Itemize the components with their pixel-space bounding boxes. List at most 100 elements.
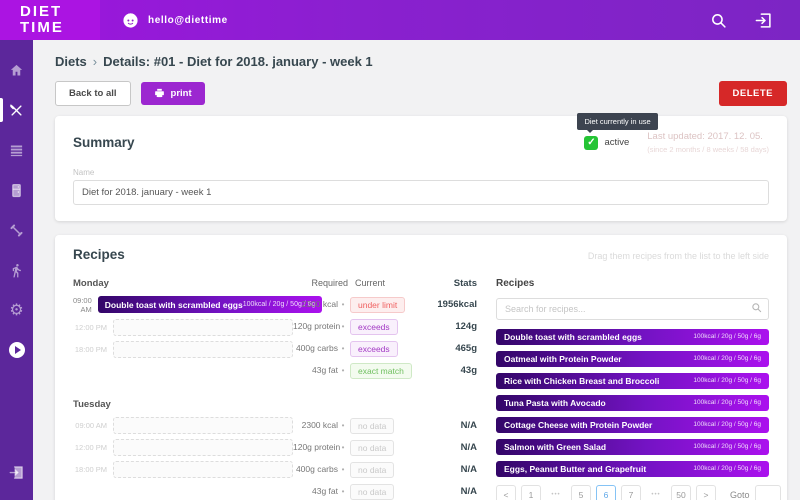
recipe-macros: 100kcal / 20g / 50g / 6g	[693, 377, 761, 384]
bullet-icon: •	[341, 442, 345, 452]
nutrition-row: 43g fat • exact match 43g	[293, 362, 477, 379]
sidebar-item-diets[interactable]	[0, 90, 33, 130]
recipe-search-input[interactable]	[496, 297, 769, 320]
pagination-page-1[interactable]: 1	[521, 484, 541, 500]
recipe-name: Eggs, Peanut Butter and Grapefruit	[504, 463, 647, 474]
day-block-tuesday: Tuesday 09:00 AM 12:00 PM	[73, 399, 477, 500]
slot-time: 09:00 AM	[75, 420, 107, 430]
status-badge: exact match	[350, 363, 412, 379]
status-badge: no data	[350, 418, 395, 434]
nutrition-row: 2300 kcal • no data N/A	[293, 417, 477, 434]
required-value: 2300 kcal	[301, 299, 338, 309]
logout-icon[interactable]	[755, 12, 772, 29]
summary-title: Summary	[73, 135, 135, 151]
delete-button[interactable]: DELETE	[718, 81, 787, 106]
empty-slot[interactable]	[113, 318, 293, 336]
nutrition-row: 400g carbs • no data N/A	[293, 461, 477, 478]
sidebar-item-logout[interactable]	[0, 452, 33, 492]
schedule: Monday Required Current Stats 09:00 AM D…	[73, 278, 477, 500]
recipe-name: Double toast with scrambled eggs	[504, 331, 642, 342]
recipe-name: Tuna Pasta with Avocado	[504, 397, 606, 408]
name-label: Name	[73, 167, 95, 177]
recipe-list-item[interactable]: Double toast with scrambled eggs 100kcal…	[496, 328, 769, 345]
recipe-macros: 100kcal / 20g / 50g / 6g	[693, 443, 761, 450]
status-badge: under limit	[350, 297, 406, 313]
app-logo: DIET TIME	[0, 0, 100, 40]
required-value: 43g fat	[312, 365, 338, 375]
stat-value: N/A	[460, 441, 477, 453]
empty-slot[interactable]	[113, 460, 293, 478]
column-header-required: Required	[311, 278, 348, 288]
bullet-icon: •	[341, 464, 345, 474]
scheduled-recipe-name: Double toast with scrambled eggs	[104, 299, 243, 310]
pagination-prev[interactable]: <	[496, 484, 516, 500]
last-updated: Last updated: 2017. 12. 05. (since 2 mon…	[647, 130, 769, 156]
recipe-list-item[interactable]: Eggs, Peanut Butter and Grapefruit 100kc…	[496, 460, 769, 477]
recipe-list: Double toast with scrambled eggs 100kcal…	[496, 328, 769, 477]
slot-time: 12:00 PM	[74, 442, 107, 452]
back-to-all-button[interactable]: Back to all	[55, 81, 131, 106]
recipe-list-item[interactable]: Oatmeal with Protein Powder 100kcal / 20…	[496, 350, 769, 367]
goto-page-input[interactable]	[754, 484, 781, 500]
pagination-page-5[interactable]: 5	[571, 484, 591, 500]
status-badge: no data	[350, 484, 395, 500]
search-icon[interactable]	[710, 12, 727, 29]
bullet-icon: •	[341, 321, 345, 331]
recipe-name: Oatmeal with Protein Powder	[504, 353, 622, 364]
nutrition-row: 43g fat • no data N/A	[293, 483, 477, 500]
diet-name-input[interactable]	[73, 179, 769, 205]
pagination-next[interactable]: >	[696, 484, 716, 500]
logo-line-1: DIET	[20, 3, 63, 21]
recipe-name: Cottage Cheese with Protein Powder	[504, 419, 653, 430]
last-updated-date: Last updated: 2017. 12. 05.	[647, 131, 763, 142]
pagination-page-50[interactable]: 50	[671, 484, 691, 500]
sidebar-item-tutorial[interactable]	[0, 330, 33, 370]
topbar-spacer	[228, 0, 710, 40]
recipe-list-item[interactable]: Tuna Pasta with Avocado 100kcal / 20g / …	[496, 394, 769, 411]
user-menu[interactable]: hello@diettime	[122, 0, 228, 40]
status-badge: exceeds	[350, 319, 398, 335]
printer-icon	[154, 88, 164, 98]
status-badge: no data	[350, 462, 395, 478]
breadcrumb-current: Details: #01 - Diet for 2018. january - …	[103, 54, 373, 69]
sidebar-item-settings[interactable]: ⚙	[0, 290, 33, 330]
logo-line-2: TIME	[20, 19, 64, 36]
recipes-card: Recipes Drag them recipes from the list …	[55, 234, 787, 500]
active-checkbox[interactable]: ✓	[584, 135, 599, 150]
pagination: < 1 ••• 5 6 7 ••• 50 > Goto	[496, 484, 781, 500]
home-icon	[10, 64, 23, 75]
stat-value: 465g	[455, 342, 477, 354]
nutrition-row: 400g carbs • exceeds 465g	[293, 340, 477, 357]
empty-slot[interactable]	[113, 416, 293, 434]
sidebar-item-workouts[interactable]	[0, 210, 33, 250]
scheduled-recipe[interactable]: Double toast with scrambled eggs 100kcal…	[97, 296, 323, 313]
required-value: 400g carbs	[295, 343, 338, 353]
recipes-panel: Recipes Double toast with scrambled eggs…	[496, 277, 781, 500]
sidebar-item-recipes[interactable]	[0, 130, 33, 170]
stat-value: 124g	[455, 320, 477, 332]
recipe-list-item[interactable]: Rice with Chicken Breast and Broccoli 10…	[496, 372, 769, 389]
recipe-list-item[interactable]: Cottage Cheese with Protein Powder 100kc…	[496, 416, 769, 433]
breadcrumb-diets[interactable]: Diets	[55, 54, 87, 69]
pagination-page-7[interactable]: 7	[621, 484, 641, 500]
pagination-page-6-active[interactable]: 6	[596, 484, 616, 500]
breadcrumb-separator: ›	[92, 54, 98, 69]
dumbbell-icon	[10, 223, 23, 237]
checkmark-icon: ✓	[587, 137, 596, 149]
bullet-icon: •	[341, 365, 345, 375]
sidebar-item-home[interactable]	[0, 50, 33, 90]
sidebar-item-activity[interactable]	[0, 250, 33, 290]
panel-title: Recipes	[496, 277, 535, 289]
sidebar-item-ingredients[interactable]	[0, 170, 33, 210]
actions-row: Back to all print DELETE	[55, 81, 787, 106]
print-button[interactable]: print	[140, 82, 205, 105]
stat-value: N/A	[460, 419, 477, 431]
empty-slot[interactable]	[113, 340, 293, 358]
nutrition-row: 120g protein • exceeds 124g	[293, 318, 477, 335]
goto-label: Goto	[730, 490, 750, 500]
stat-value: 1956kcal	[437, 298, 477, 310]
recipe-list-item[interactable]: Salmon with Green Salad 100kcal / 20g / …	[496, 438, 769, 455]
slot-time: 18:00 PM	[74, 464, 107, 474]
exit-icon	[9, 465, 23, 479]
empty-slot[interactable]	[113, 438, 293, 456]
